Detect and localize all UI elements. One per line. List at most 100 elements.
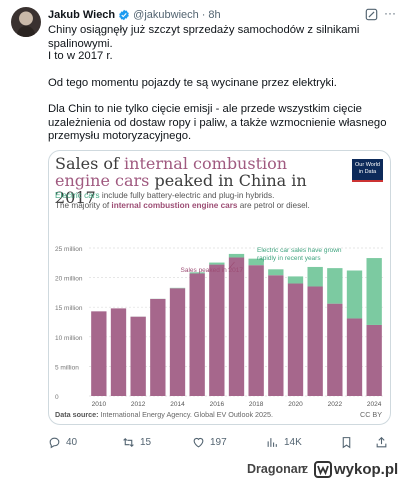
x-tick-label: 2018 <box>249 401 264 408</box>
source-label: Data source: <box>55 410 99 419</box>
like-button[interactable]: 197 <box>192 436 227 449</box>
views-icon <box>267 438 277 447</box>
subtitle-text: are petrol or diesel. <box>237 201 310 210</box>
avatar[interactable] <box>11 7 41 37</box>
chart-license: CC BY <box>360 410 382 419</box>
bar-ice-2017 <box>228 257 245 396</box>
grok-icon[interactable] <box>365 8 378 21</box>
header-separator: · <box>201 9 206 21</box>
x-tick-label: 2010 <box>92 401 107 408</box>
x-tick-label: 2022 <box>328 401 343 408</box>
wykop-logo: wykop.pl <box>314 460 398 478</box>
bar-ice-2015 <box>189 273 205 396</box>
watermark-footer: Dragonan z wykop.pl <box>0 460 400 479</box>
owid-logo-line: in Data <box>358 168 377 175</box>
tweet: Jakub Wiech @jakubwiech · 8h ··· Chiny o… <box>0 6 400 452</box>
bar-ice-2013 <box>150 298 166 396</box>
y-tick-label: 5 million <box>55 364 79 371</box>
bar-electric-2018 <box>248 258 264 266</box>
tweet-text-paragraph: Dla Chin to nie tylko cięcie emisji - al… <box>48 103 387 142</box>
bar-electric-2023 <box>346 270 363 319</box>
subtitle-ev: Electric cars <box>55 191 100 200</box>
y-tick-label: 25 million <box>55 246 83 253</box>
more-icon[interactable]: ··· <box>384 6 396 20</box>
owid-logo-line: Our World <box>355 162 380 168</box>
subtitle-line: Electric cars include fully battery-elec… <box>55 191 375 201</box>
y-tick-label: 0 <box>55 394 59 401</box>
chart-title: Sales of internal combustion engine cars… <box>55 155 325 206</box>
reply-count: 40 <box>66 437 78 448</box>
x-tick-label: 2016 <box>210 401 225 408</box>
reply-button[interactable]: 40 <box>48 436 77 449</box>
x-tick-label: 2012 <box>131 401 146 408</box>
bookmark-button[interactable] <box>340 436 353 449</box>
chart-title-part: Sales of <box>55 154 125 173</box>
repost-count: 15 <box>140 437 152 448</box>
tweet-text-paragraph: Chiny osiągnęły już szczyt sprzedaży sam… <box>48 24 360 50</box>
x-tick-label: 2014 <box>170 401 185 408</box>
chart-source: Data source: International Energy Agency… <box>55 410 273 419</box>
x-tick-label: 2020 <box>288 401 303 408</box>
chart-subtitle: Electric cars include fully battery-elec… <box>55 191 375 211</box>
bar-ice-2022 <box>327 303 343 396</box>
tweet-actions: 40 15 197 14K <box>0 436 400 452</box>
bar-electric-2016 <box>209 262 225 265</box>
owid-logo: Our World in Data <box>352 159 383 182</box>
repost-button[interactable]: 15 <box>122 436 151 449</box>
share-icon <box>376 436 387 448</box>
stacked-bar-chart: 0 5 million 10 million 15 million 20 million… <box>55 246 384 408</box>
bar-ice-2018 <box>248 265 264 396</box>
bar-electric-2020 <box>287 276 304 284</box>
footer-z: z <box>302 462 309 476</box>
reply-icon <box>49 437 60 449</box>
chart-title-part: peaked in China in 2017 <box>55 171 307 207</box>
annotation-peak-pointer <box>228 261 235 270</box>
bar-electric-2015 <box>189 272 205 274</box>
annotation-ev-line: rapidly in recent years <box>257 255 321 262</box>
chart-title-highlight: internal combustion engine cars <box>55 154 288 190</box>
annotation-ev-line: Electric car sales have grown <box>257 247 342 254</box>
repost-icon <box>123 437 134 448</box>
x-tick-label: 2024 <box>367 401 382 408</box>
bar-ice-2020 <box>287 283 304 396</box>
author-handle[interactable]: @jakubwiech <box>133 9 199 21</box>
verified-badge-icon <box>119 9 130 21</box>
views-count: 14K <box>284 437 302 448</box>
bar-ice-2010 <box>91 311 107 396</box>
bar-ice-2019 <box>268 275 284 396</box>
wykop-logo-icon <box>314 460 332 478</box>
bar-electric-2021 <box>307 266 323 287</box>
bar-ice-2021 <box>307 286 323 396</box>
bar-ice-2014 <box>169 288 186 396</box>
bar-electric-2024 <box>366 258 382 325</box>
footer-username: Dragonan <box>247 462 306 476</box>
tweet-time[interactable]: 8h <box>208 9 221 21</box>
subtitle-line: The majority of internal combustion engi… <box>55 201 375 211</box>
subtitle-ice: internal combustion engine cars <box>111 201 238 210</box>
bookmark-icon <box>342 437 351 449</box>
like-count: 197 <box>210 437 227 448</box>
subtitle-text: The majority of <box>55 201 112 210</box>
y-tick-label: 20 million <box>55 276 83 283</box>
author-name[interactable]: Jakub Wiech <box>48 9 116 21</box>
bar-electric-2019 <box>268 269 284 276</box>
wykop-site: wykop.pl <box>334 460 399 478</box>
bar-ice-2011 <box>110 308 127 396</box>
tweet-text-paragraph: I to w 2017 r. <box>48 50 113 62</box>
source-text: International Energy Agency. Global EV O… <box>98 410 274 419</box>
y-tick-label: 15 million <box>55 305 83 312</box>
bar-ice-2024 <box>366 324 382 396</box>
bar-ice-2023 <box>346 318 363 396</box>
bar-electric-2017 <box>228 253 245 258</box>
heart-icon <box>193 437 204 448</box>
subtitle-text: include fully battery-electric and plug-… <box>99 191 275 200</box>
tweet-text-paragraph: Od tego momentu pojazdy te są wycinane p… <box>48 77 337 89</box>
tweet-header: Jakub Wiech @jakubwiech · 8h <box>48 9 221 21</box>
y-tick-label: 10 million <box>55 335 83 342</box>
annotation-peak: Sales peaked in 2017 <box>181 267 244 274</box>
bar-electric-2022 <box>327 268 343 304</box>
bar-ice-2012 <box>130 316 146 396</box>
share-button[interactable] <box>375 436 388 449</box>
chart-image[interactable]: Sales of internal combustion engine cars… <box>48 150 391 425</box>
views-button[interactable]: 14K <box>266 436 302 449</box>
